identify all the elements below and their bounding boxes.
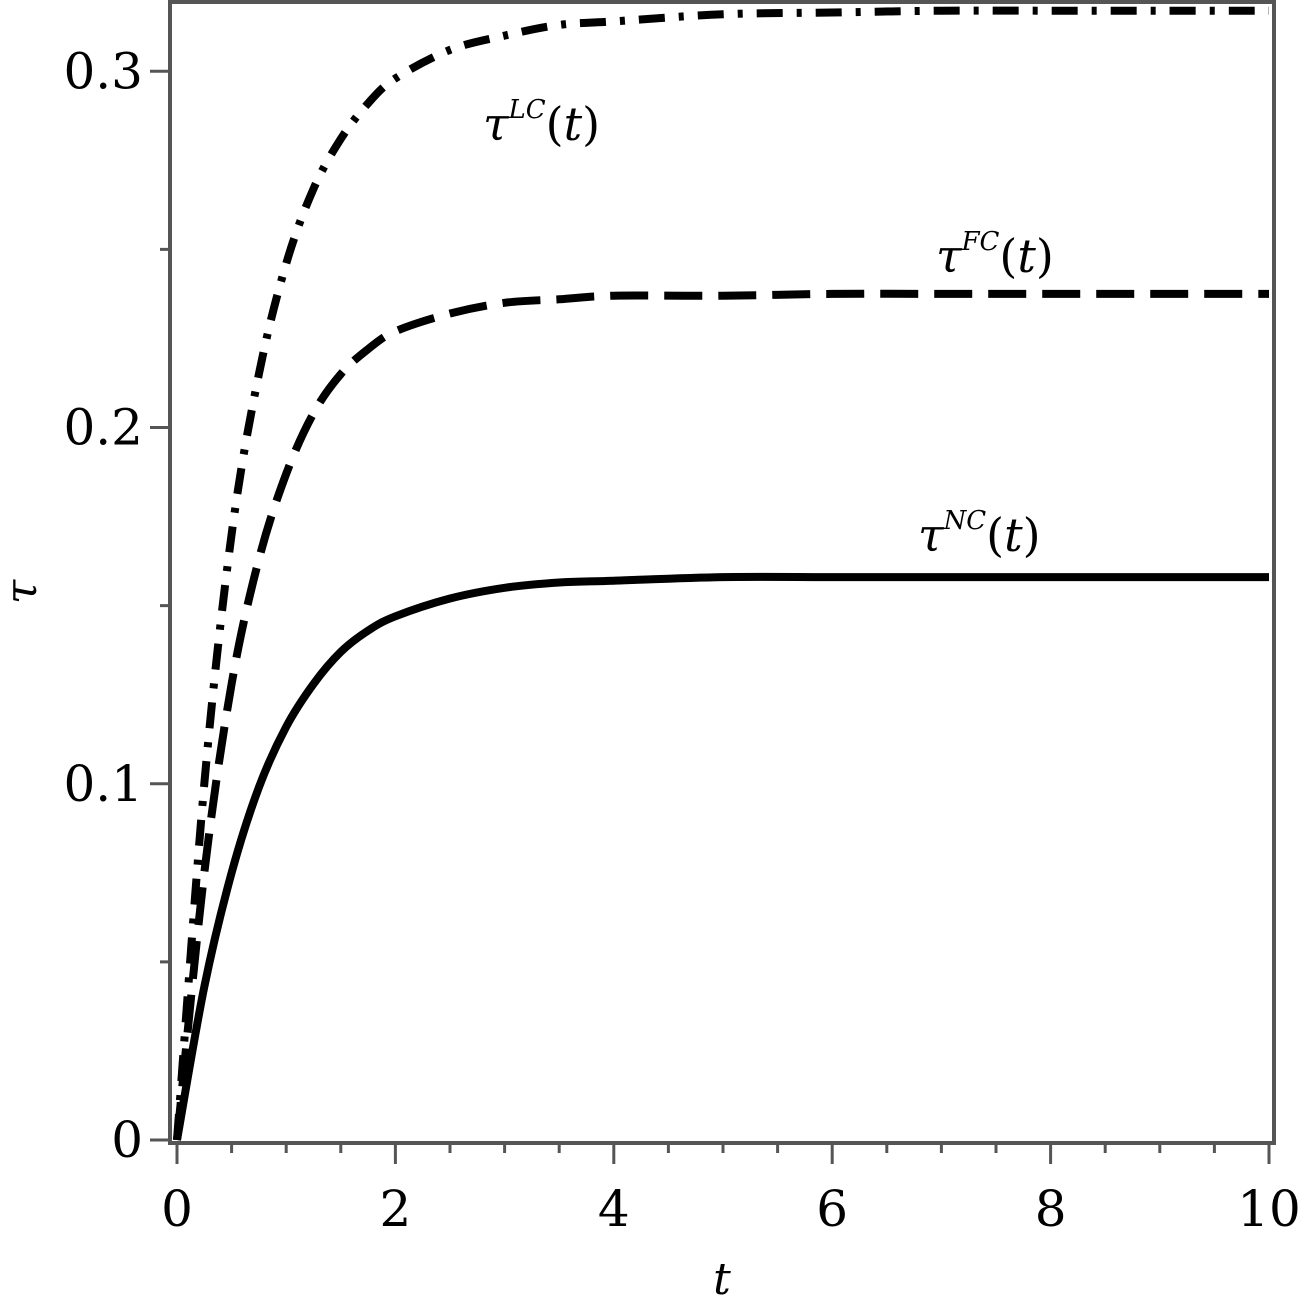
x-axis-tick-labels: 0 2 4 6 8 10 [161, 1180, 1301, 1238]
curve-label-nc: τNC(t) [918, 506, 1041, 562]
x-tick-label: 4 [598, 1180, 630, 1238]
y-tick-label: 0 [111, 1111, 143, 1169]
curve-labels: τLC(t) τFC(t) τNC(t) [483, 95, 1054, 562]
series-line-lc [173, 6, 1269, 1141]
x-tick-label: 10 [1237, 1180, 1301, 1238]
x-tick-label: 2 [379, 1180, 411, 1238]
y-axis-title: τ [0, 579, 47, 604]
y-tick-label: 0.3 [63, 42, 143, 100]
y-axis-ticks [150, 69, 171, 1142]
series-line-fc [173, 289, 1269, 1141]
x-axis-title: t [713, 1254, 731, 1299]
y-axis-tick-labels: 0 0.1 0.2 0.3 [63, 42, 143, 1169]
x-tick-label: 0 [161, 1180, 193, 1238]
x-tick-label: 6 [816, 1180, 848, 1238]
curves [173, 6, 1269, 1141]
y-tick-label: 0.1 [63, 755, 143, 813]
plot-frame [168, 0, 1276, 1145]
x-tick-label: 8 [1035, 1180, 1067, 1238]
x-axis-ticks [175, 1141, 1271, 1164]
y-tick-label: 0.2 [63, 399, 143, 457]
curve-label-fc: τFC(t) [936, 227, 1054, 283]
curve-label-lc: τLC(t) [483, 95, 600, 151]
series-line-nc [173, 572, 1269, 1141]
